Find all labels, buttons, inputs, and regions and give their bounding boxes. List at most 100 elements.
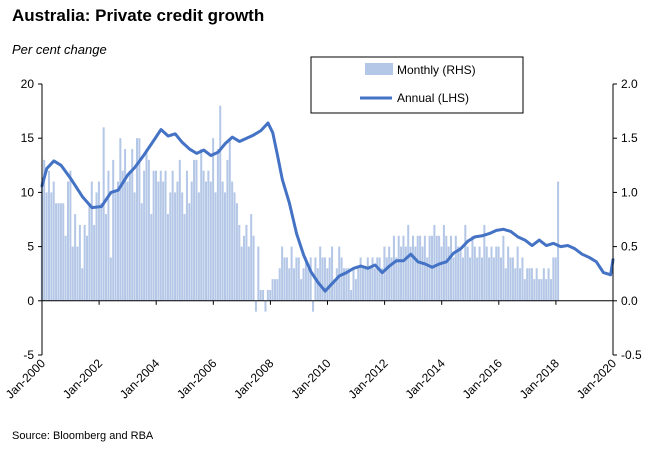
monthly-bar: [369, 268, 372, 301]
monthly-bar: [426, 257, 429, 301]
monthly-bar: [359, 257, 362, 301]
monthly-bar: [152, 170, 155, 301]
right-tick-label: 2.0: [621, 77, 638, 91]
monthly-bar: [243, 235, 246, 301]
monthly-bar: [264, 300, 267, 312]
monthly-bar: [204, 181, 207, 301]
monthly-bar: [362, 268, 365, 301]
monthly-bar: [528, 268, 531, 301]
monthly-bar: [502, 235, 505, 301]
monthly-bar: [164, 170, 167, 301]
monthly-bar: [281, 246, 284, 301]
monthly-bar: [521, 257, 524, 301]
monthly-bar: [312, 300, 315, 312]
monthly-bar: [450, 235, 453, 301]
monthly-bar: [176, 181, 179, 301]
monthly-bar: [293, 268, 296, 301]
monthly-bar: [114, 192, 117, 301]
monthly-bar: [407, 224, 410, 301]
monthly-bar: [447, 246, 450, 301]
left-tick-label: -5: [23, 348, 34, 362]
monthly-bar: [452, 257, 455, 301]
monthly-bar: [124, 149, 127, 301]
monthly-bar: [433, 224, 436, 301]
monthly-bar: [514, 268, 517, 301]
monthly-bar: [257, 246, 260, 301]
monthly-bar: [131, 149, 134, 301]
monthly-bar: [540, 279, 543, 301]
monthly-bar: [66, 181, 69, 301]
monthly-bar: [552, 257, 555, 301]
monthly-bar: [45, 192, 48, 301]
monthly-bar: [200, 149, 203, 301]
legend-box: [310, 56, 524, 114]
monthly-bar: [74, 214, 77, 301]
monthly-bar: [302, 268, 305, 301]
monthly-bar: [100, 203, 103, 301]
monthly-bar: [209, 181, 212, 301]
left-tick-label: 20: [21, 77, 35, 91]
x-tick-label: Jan-2008: [231, 356, 277, 402]
monthly-bar: [300, 279, 303, 301]
monthly-bar: [295, 257, 298, 301]
monthly-bar: [307, 268, 310, 301]
x-tick-label: Jan-2010: [288, 356, 334, 402]
monthly-bar: [504, 268, 507, 301]
monthly-bar: [238, 224, 241, 301]
annual-growth-line: [40, 121, 615, 293]
right-tick-label: 0.5: [621, 240, 638, 254]
monthly-bar: [373, 268, 376, 301]
monthly-bar: [116, 181, 119, 301]
monthly-bar: [202, 170, 205, 301]
monthly-bar: [323, 257, 326, 301]
monthly-bar: [554, 257, 557, 301]
monthly-bar: [335, 268, 338, 301]
monthly-bar: [147, 159, 150, 301]
monthly-bar: [52, 181, 55, 301]
monthly-bar: [78, 224, 81, 301]
monthly-bar: [395, 257, 398, 301]
monthly-bar: [235, 203, 238, 301]
monthly-bar: [283, 257, 286, 301]
monthly-bar: [488, 257, 491, 301]
monthly-bar: [495, 246, 498, 301]
monthly-bar: [43, 159, 46, 301]
monthly-bar: [533, 279, 536, 301]
monthly-bar: [461, 257, 464, 301]
monthly-bar: [492, 257, 495, 301]
monthly-bar: [466, 246, 469, 301]
monthly-bar: [183, 214, 186, 301]
monthly-bar: [319, 246, 322, 301]
monthly-bar: [342, 268, 345, 301]
monthly-bar: [409, 246, 412, 301]
monthly-bar: [469, 257, 472, 301]
left-tick-label: 0: [27, 294, 34, 308]
monthly-bar: [350, 289, 353, 301]
monthly-bar: [400, 246, 403, 301]
monthly-bar: [93, 224, 96, 301]
monthly-bar: [547, 268, 550, 301]
monthly-bar: [411, 235, 414, 301]
monthly-bar: [538, 279, 541, 301]
monthly-bar: [428, 235, 431, 301]
monthly-bar: [226, 159, 229, 301]
monthly-bar: [155, 170, 158, 301]
x-tick-label: Jan-2018: [517, 356, 563, 402]
monthly-bar: [278, 268, 281, 301]
monthly-bar: [162, 181, 165, 301]
monthly-bar: [188, 203, 191, 301]
monthly-bar: [290, 246, 293, 301]
monthly-bar: [364, 268, 367, 301]
monthly-bar: [266, 289, 269, 301]
monthly-bar: [490, 246, 493, 301]
monthly-bar: [228, 138, 231, 301]
monthly-bar: [383, 246, 386, 301]
monthly-bar: [240, 246, 243, 301]
left-tick-label: 15: [21, 131, 35, 145]
monthly-bar: [376, 257, 379, 301]
monthly-bar: [224, 192, 227, 301]
monthly-bar: [345, 268, 348, 301]
monthly-bar: [219, 105, 222, 301]
monthly-bar: [252, 235, 255, 301]
monthly-bar: [159, 170, 162, 301]
